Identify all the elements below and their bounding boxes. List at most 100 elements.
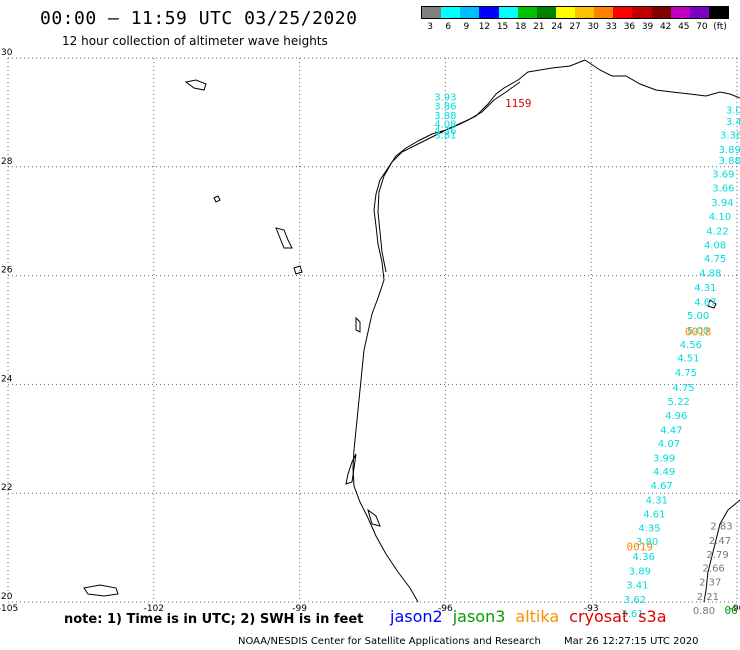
color-scale-label: 30	[587, 22, 599, 32]
coastline-inner	[377, 81, 521, 273]
credit-line: NOAA/NESDIS Center for Satellite Applica…	[238, 636, 699, 647]
wave-height-value: 2.66	[703, 564, 725, 575]
wave-height-value: 2.21	[697, 592, 719, 603]
coastline	[83, 59, 740, 603]
wave-height-value: 4.67	[651, 481, 673, 492]
lon-tick-label: -96	[438, 604, 453, 614]
pass-time-label: 1159	[505, 97, 532, 110]
wave-height-value: 2.47	[709, 536, 731, 547]
color-swatch	[479, 7, 499, 18]
map-title: 00:00 – 11:59 UTC 03/25/2020	[40, 8, 358, 29]
lat-tick-label: 22	[1, 483, 12, 493]
wave-height-value: 5.00	[687, 311, 709, 322]
color-swatch	[555, 7, 575, 18]
wave-height-value: 3.86	[434, 102, 456, 113]
wave-height-value: 4.31	[646, 496, 668, 507]
wave-height-value: 4.08	[704, 240, 726, 251]
wave-height-value: 4.31	[694, 283, 716, 294]
satellite-cryosat: cryosat	[569, 607, 629, 626]
color-scale-label: 24	[551, 22, 563, 32]
color-scale-label: 12	[478, 22, 491, 32]
color-swatch	[422, 7, 442, 18]
lon-tick-label: -102	[144, 604, 164, 614]
wave-height-value: 3.41	[626, 580, 648, 591]
color-swatch	[460, 7, 480, 18]
color-swatch	[632, 7, 652, 18]
color-scale-label: 42	[659, 22, 672, 32]
island-9	[707, 299, 717, 309]
wave-height-value: 3.99	[653, 454, 675, 465]
satellite-jason3: jason3	[452, 607, 506, 626]
wave-height-value: 4.07	[658, 439, 680, 450]
pass-time-label: 0018	[685, 325, 712, 338]
color-swatch	[498, 7, 518, 18]
wave-height-value: 3.02	[726, 105, 740, 116]
pass-time-label: 06	[725, 604, 738, 617]
wave-height-value: 4.61	[643, 510, 665, 521]
wave-height-value: 5.22	[668, 397, 690, 408]
color-swatch	[651, 7, 671, 18]
wave-height-value: 4.67	[694, 298, 716, 309]
wave-height-value: 3.89	[719, 145, 740, 156]
wave-height-value: 4.75	[704, 254, 726, 265]
color-swatch	[575, 7, 595, 18]
lat-tick-label: 20	[1, 592, 13, 602]
lat-tick-label: 30	[1, 48, 13, 58]
pass-time-label: 0019	[627, 540, 654, 553]
island-2	[83, 584, 119, 597]
island-7	[345, 453, 357, 485]
wave-height-tracks: 3.933.863.884.084.363.813.023.443.363.89…	[434, 92, 740, 620]
wave-height-value: 3.62	[624, 595, 646, 606]
island-5	[213, 195, 221, 203]
color-scale-swatches	[421, 6, 729, 19]
island-8	[367, 508, 381, 527]
color-scale-label: 39	[641, 22, 654, 32]
satellite-jason2: jason2	[390, 607, 443, 626]
color-scale-labels: 3 6 9 12 15 18 21 24 27 30 33 36 39 42 45 70 (ft)	[421, 22, 729, 32]
generated-timestamp: Mar 26 12:27:15 UTC 2020	[564, 636, 699, 647]
wave-height-value: 4.36	[633, 552, 655, 563]
color-scale-label: 33	[605, 22, 618, 32]
wave-height-value: 4.08	[434, 120, 456, 131]
footnote: note: 1) Time is in UTC; 2) SWH is in fe…	[64, 612, 364, 627]
wave-height-value: 4.75	[675, 368, 697, 379]
wave-height-value: 0.80	[693, 606, 715, 617]
lat-tick-label: 24	[1, 374, 13, 384]
pass-time-labels: 1159 0018 0019 06	[505, 97, 738, 617]
island-6	[355, 316, 361, 333]
map-subtitle: 12 hour collection of altimeter wave hei…	[62, 34, 328, 48]
color-scale-unit: (ft)	[713, 22, 727, 32]
wave-height-value: 3.36	[720, 131, 740, 142]
color-swatch	[536, 7, 556, 18]
wave-height-value: 4.96	[665, 411, 687, 422]
lat-tick-label: 28	[1, 157, 13, 167]
color-scale-label: 70	[696, 22, 708, 32]
wave-height-value: 4.51	[677, 354, 699, 365]
color-scale-label: 15	[496, 22, 509, 32]
wave-height-value: 3.88	[434, 111, 456, 122]
wave-height-value: 4.36	[434, 126, 456, 137]
color-scale-label: 3	[427, 22, 433, 32]
lon-tick-label: -105	[0, 604, 18, 614]
wave-height-value: 4.10	[709, 212, 731, 223]
lat-tick-label: 26	[1, 266, 13, 276]
wave-height-value: 3.61	[621, 609, 643, 620]
wave-height-value: 3.88	[719, 156, 740, 167]
wave-height-value: 4.88	[699, 269, 721, 280]
wave-height-value: 4.75	[672, 383, 694, 394]
yucatan-coast	[703, 499, 740, 603]
color-swatch	[708, 7, 728, 18]
lat-lon-grid: -105 -102 -99 -96 -93 -90 30 28 26 24 22 20	[0, 48, 740, 614]
wave-height-value: 3.80	[636, 537, 658, 548]
color-swatch	[441, 7, 461, 18]
wave-height-value: 2.79	[706, 550, 728, 561]
wave-height-value: 3.93	[434, 92, 456, 103]
wave-height-value: 4.35	[638, 523, 660, 534]
wave-height-value: 2.37	[699, 578, 721, 589]
satellite-legend: jason2 jason3 altika cryosat s3a	[390, 607, 677, 626]
color-swatch	[594, 7, 614, 18]
wave-height-value: 3.94	[711, 198, 733, 209]
wave-height-value: 3.89	[629, 566, 651, 577]
color-swatch	[689, 7, 709, 18]
